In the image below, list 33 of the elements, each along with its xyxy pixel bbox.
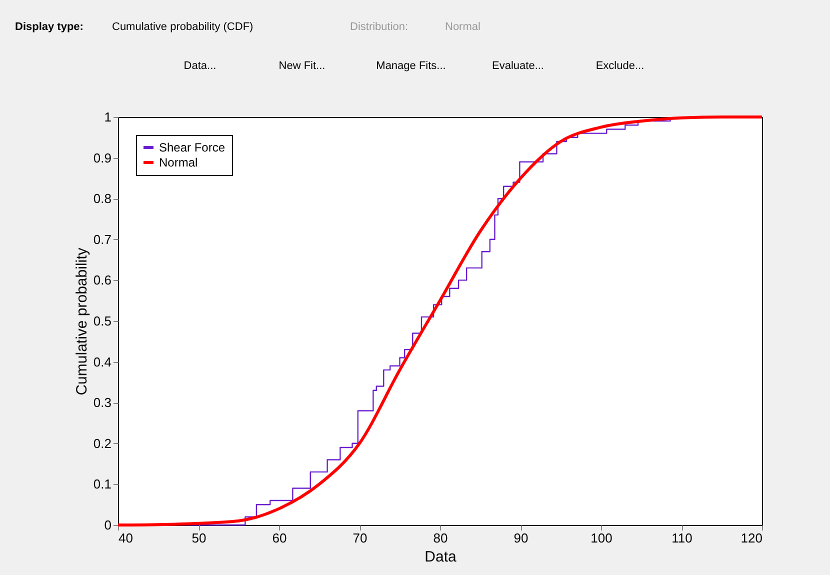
text: Data... — [184, 60, 216, 72]
text: Manage Fits... — [376, 60, 446, 72]
x-tick-label: 110 — [672, 530, 692, 546]
y-tick-label: 0.9 — [93, 150, 112, 166]
x-tick-label: 80 — [433, 530, 448, 546]
x-tick-label: 50 — [192, 530, 206, 546]
y-tick-label: 0 — [104, 518, 112, 532]
y-tick-label: 0.2 — [93, 436, 112, 451]
y-tick-label: 0.7 — [93, 232, 112, 247]
y-tick-label: 0.8 — [93, 191, 112, 206]
legend-label: Normal — [159, 156, 198, 170]
x-tick-label: 70 — [352, 530, 368, 546]
x-tick-label: 90 — [514, 530, 528, 546]
x-tick-label: 60 — [272, 530, 287, 546]
text: Evaluate... — [492, 60, 544, 72]
y-tick-label: 0.1 — [93, 476, 112, 492]
x-tick-label: 100 — [590, 530, 612, 546]
legend-label: Shear Force — [159, 140, 226, 154]
y-tick-label: 0.4 — [93, 354, 112, 370]
y-tick-label: 0.5 — [93, 314, 112, 328]
y-tick-label: 0.3 — [93, 395, 112, 410]
x-tick-label: 40 — [118, 530, 133, 546]
text: Display type: — [15, 21, 84, 33]
text: Distribution: — [350, 21, 408, 33]
y-tick-label: 1 — [104, 110, 112, 124]
x-axis-title: Data — [424, 548, 457, 566]
text: Normal — [445, 21, 480, 33]
text: Cumulative probability (CDF) — [112, 21, 254, 33]
text: New Fit... — [278, 60, 326, 72]
text: Exclude... — [596, 60, 644, 72]
y-axis-title: Cumulative probability — [73, 247, 90, 396]
y-tick-label: 0.6 — [93, 272, 112, 288]
x-tick-label: 120 — [740, 530, 762, 546]
